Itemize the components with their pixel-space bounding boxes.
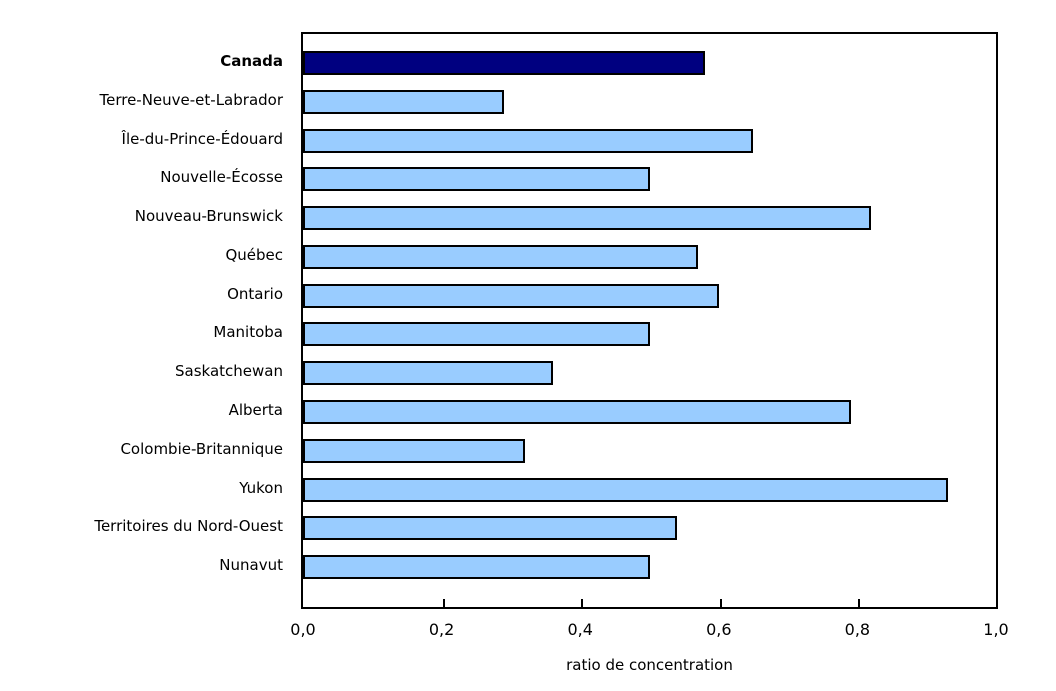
category-label: Ontario	[227, 284, 283, 303]
bar-territoires-du-nord-ouest	[303, 516, 678, 541]
bar-nouveau-brunswick	[303, 206, 872, 231]
category-label: Yukon	[239, 478, 283, 497]
bar-canada	[303, 51, 705, 75]
category-labels: Canada Terre-Neuve-et-Labrador Île-du-Prin…	[0, 0, 283, 691]
category-label: Colombie-Britannique	[120, 439, 283, 458]
bar-nunavut	[303, 555, 650, 579]
category-label: Saskatchewan	[175, 362, 283, 381]
bar--le-du-prince-douard	[303, 128, 754, 153]
x-axis-title: ratio de concentration	[566, 656, 733, 674]
category-label: Manitoba	[213, 323, 283, 342]
x-axis-tick-label: 0,6	[706, 620, 732, 639]
bar-nouvelle-cosse	[303, 167, 650, 192]
plot-area	[301, 32, 998, 609]
bar-colombie-britannique	[303, 438, 525, 463]
category-label: Nunavut	[219, 556, 283, 574]
bar-qu-bec	[303, 244, 698, 269]
x-axis-tick-label: 1,0	[983, 620, 1009, 639]
category-label: Québec	[225, 245, 283, 264]
x-axis-tick	[442, 599, 445, 607]
x-axis-tick	[858, 599, 861, 607]
category-label: Île-du-Prince-Édouard	[121, 129, 283, 148]
category-label: Nouveau-Brunswick	[134, 207, 283, 226]
bar-saskatchewan	[303, 361, 553, 386]
x-axis-tick	[719, 599, 722, 607]
bar-ontario	[303, 283, 719, 308]
category-label: Terre-Neuve-et-Labrador	[99, 90, 283, 109]
x-axis-tick-label: 0,2	[428, 620, 455, 639]
bar-yukon	[303, 477, 948, 502]
x-axis-tick	[581, 599, 584, 607]
category-label: Nouvelle-Écosse	[160, 168, 283, 187]
x-axis-tick-label: 0,0	[290, 620, 316, 639]
category-label: Alberta	[228, 400, 283, 419]
bar-alberta	[303, 399, 851, 424]
x-axis-tick-label: 0,4	[567, 620, 593, 639]
x-axis-tick-label: 0,8	[844, 620, 871, 639]
category-label: Territoires du Nord-Ouest	[94, 517, 283, 536]
bar-terre-neuve-et-labrador	[303, 89, 504, 114]
bar-manitoba	[303, 322, 650, 347]
category-label: Canada	[220, 52, 283, 70]
